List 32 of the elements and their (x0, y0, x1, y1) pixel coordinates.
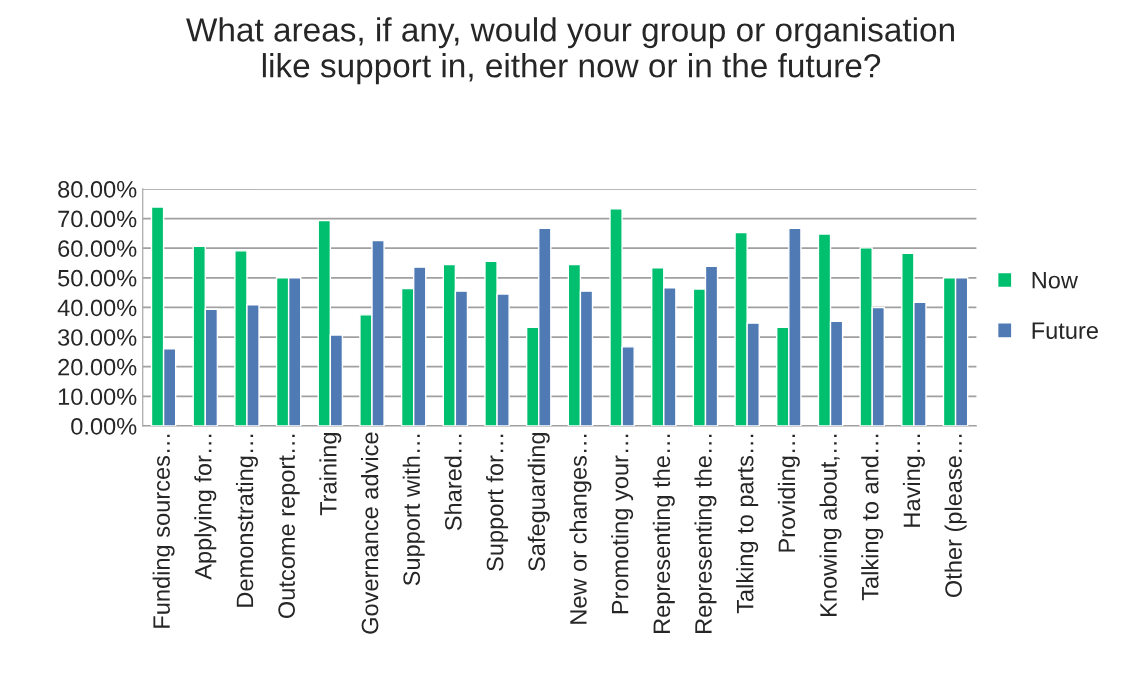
x-tick-label: Knowing about,… (819, 434, 842, 616)
x-tick-label: Representing the… (652, 434, 675, 633)
legend-label: Future (1032, 322, 1098, 339)
y-tick-label: 0.00% (71, 418, 137, 435)
x-tick-label: Talking to and… (861, 434, 884, 601)
chart-title: What areas, if any, would your group or organisation like support in, either now or in the future? (186, 17, 954, 85)
y-tick-label: 20.00% (58, 358, 137, 376)
x-tick-label: Funding sources… (152, 434, 175, 628)
y-tick-label: 40.00% (57, 299, 137, 317)
x-tick-label: Governance advice (361, 432, 379, 634)
x-tick-label: Training (319, 433, 342, 516)
x-tick-label: Representing the… (694, 434, 717, 633)
x-tick-label: Support for… (486, 434, 509, 571)
x-tick-label: Outcome report… (278, 434, 300, 619)
x-tick-label: Other (please… (944, 434, 967, 598)
y-tick-label: 10.00% (58, 388, 137, 406)
y-tick-label: 80.00% (58, 180, 137, 198)
legend-label: Now (1032, 272, 1079, 289)
x-tick-label: Applying for… (194, 434, 217, 580)
x-tick-label: Support with… (402, 434, 425, 586)
y-tick-label: 60.00% (58, 240, 137, 257)
x-tick-label: Safeguarding (527, 433, 550, 571)
x-tick-label: Having… (902, 434, 925, 527)
x-tick-label: Shared… (444, 434, 462, 531)
y-tick-label: 30.00% (58, 329, 137, 346)
y-tick-label: 70.00% (58, 210, 137, 228)
x-tick-label: Promoting your… (611, 434, 634, 614)
x-tick-label: Demonstrating… (235, 434, 258, 607)
x-tick-label: Talking to parts… (736, 434, 759, 614)
x-tick-label: Providing… (777, 434, 800, 552)
y-tick-label: 50.00% (58, 269, 137, 287)
x-tick-label: New or changes… (569, 434, 592, 624)
